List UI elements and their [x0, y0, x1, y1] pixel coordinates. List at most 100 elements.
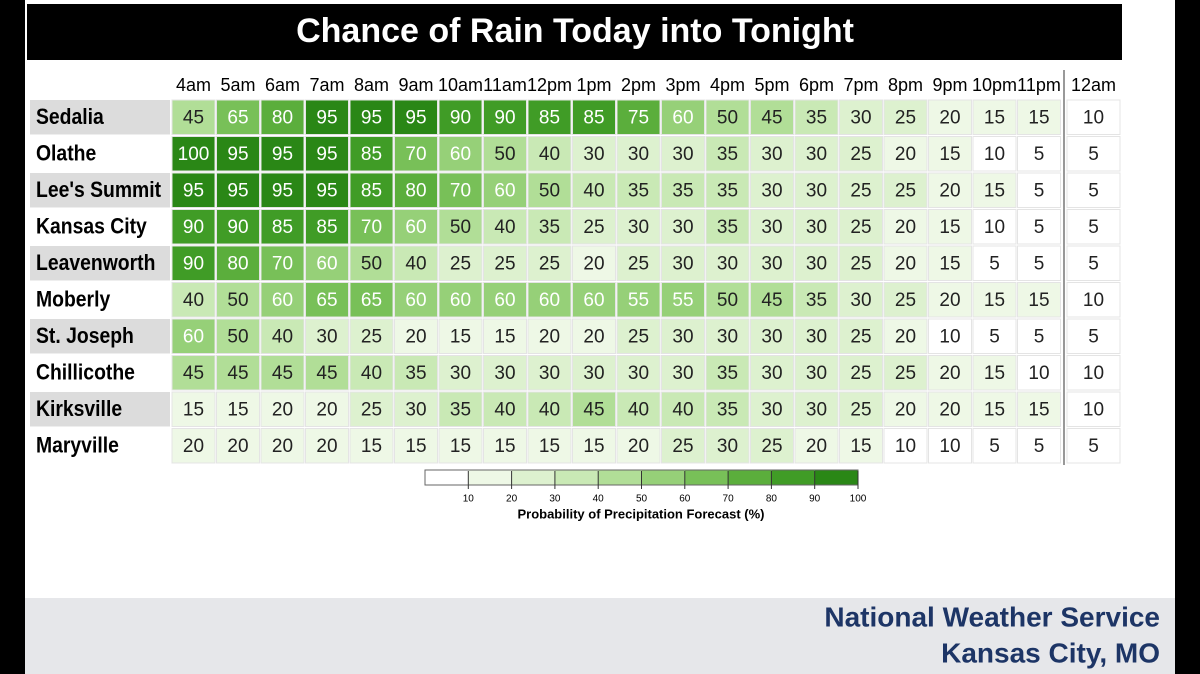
- cell: [705, 99, 750, 135]
- cell-label: 50: [227, 290, 248, 311]
- cell-label: 5: [1034, 180, 1045, 201]
- cell-label: 30: [672, 144, 693, 165]
- cell-label: 35: [672, 180, 693, 201]
- cell: [928, 318, 972, 354]
- cell: [839, 391, 883, 427]
- cell: [616, 428, 661, 464]
- cell: [1017, 172, 1061, 208]
- cell: [394, 355, 438, 391]
- cell-label: 25: [494, 253, 515, 274]
- colorbar-swatch: [511, 470, 555, 485]
- row-label: Maryville: [36, 433, 119, 457]
- cell: [1017, 428, 1061, 464]
- cell: [483, 355, 527, 391]
- cell: [171, 99, 216, 135]
- cell: [438, 428, 483, 464]
- cell-label: 40: [494, 217, 515, 238]
- cell: [661, 209, 705, 245]
- cell: [349, 136, 394, 172]
- cell-label: 60: [405, 217, 426, 238]
- row-label: Kansas City: [36, 214, 147, 238]
- cell: [527, 172, 572, 208]
- column-header: 7am: [309, 75, 344, 95]
- title-bar: [27, 4, 1122, 60]
- row-label: Sedalia: [36, 105, 104, 129]
- cell-label: 30: [672, 326, 693, 347]
- cell: [394, 318, 438, 354]
- cell-label: 15: [361, 436, 382, 457]
- cell: [1017, 282, 1061, 318]
- cell: [572, 136, 616, 172]
- cell-label: 25: [628, 326, 649, 347]
- cell-label: 80: [272, 107, 293, 128]
- cell: [572, 99, 616, 135]
- cell: [839, 318, 883, 354]
- cell-label: 40: [361, 363, 382, 384]
- cell: [1017, 99, 1061, 135]
- cell: [305, 355, 349, 391]
- cell: [216, 318, 260, 354]
- cell-label: 50: [717, 290, 738, 311]
- cell-label: 5: [1088, 253, 1099, 274]
- colorbar-tick-label: 30: [549, 494, 561, 505]
- cell: [483, 136, 527, 172]
- cell-label: 5: [1088, 326, 1099, 347]
- cell-label: 15: [1028, 290, 1049, 311]
- cell-label: 70: [450, 180, 471, 201]
- cell: [1066, 99, 1121, 135]
- cell: [260, 282, 305, 318]
- cell: [794, 282, 839, 318]
- column-header: 3pm: [665, 75, 700, 95]
- cell: [349, 172, 394, 208]
- cell-label: 25: [850, 217, 871, 238]
- column-header: 9pm: [932, 75, 967, 95]
- cell: [349, 99, 394, 135]
- column-header: 8am: [354, 75, 389, 95]
- column-header: 11pm: [1017, 75, 1061, 95]
- cell-label: 25: [850, 180, 871, 201]
- cell-label: 80: [405, 180, 426, 201]
- row-label-bg: [30, 100, 170, 135]
- cell: [305, 391, 349, 427]
- cell: [305, 99, 349, 135]
- column-header: 12pm: [527, 75, 572, 95]
- cell-label: 15: [405, 436, 426, 457]
- cell-label: 70: [405, 144, 426, 165]
- cell-label: 25: [672, 436, 693, 457]
- chart-title: Chance of Rain Today into Tonight: [296, 12, 854, 50]
- cell: [794, 172, 839, 208]
- column-header: 6am: [265, 75, 300, 95]
- cell: [928, 391, 972, 427]
- cell: [1066, 136, 1121, 172]
- cell-label: 25: [850, 253, 871, 274]
- cell: [794, 136, 839, 172]
- cell-label: 15: [984, 107, 1005, 128]
- cell-label: 30: [761, 144, 782, 165]
- cell-label: 20: [316, 399, 337, 420]
- cell-label: 15: [939, 253, 960, 274]
- cell: [616, 136, 661, 172]
- cell-label: 15: [450, 326, 471, 347]
- cell: [972, 209, 1017, 245]
- cell-label: 20: [895, 399, 916, 420]
- cell: [527, 318, 572, 354]
- cell-label: 35: [628, 180, 649, 201]
- cell: [483, 428, 527, 464]
- cell-label: 30: [806, 217, 827, 238]
- column-header: 10am: [438, 75, 483, 95]
- cell: [972, 318, 1017, 354]
- cell-label: 25: [539, 253, 560, 274]
- cell-label: 90: [494, 107, 515, 128]
- cell-label: 30: [717, 436, 738, 457]
- cell: [305, 136, 349, 172]
- cell-label: 60: [405, 290, 426, 311]
- colorbar-tick-label: 80: [766, 494, 778, 505]
- row-label: Lee's Summit: [36, 178, 161, 202]
- cell-label: 25: [895, 107, 916, 128]
- cell-label: 45: [761, 290, 782, 311]
- cell: [794, 391, 839, 427]
- cell: [483, 245, 527, 281]
- cell: [750, 99, 794, 135]
- cell: [1066, 428, 1121, 464]
